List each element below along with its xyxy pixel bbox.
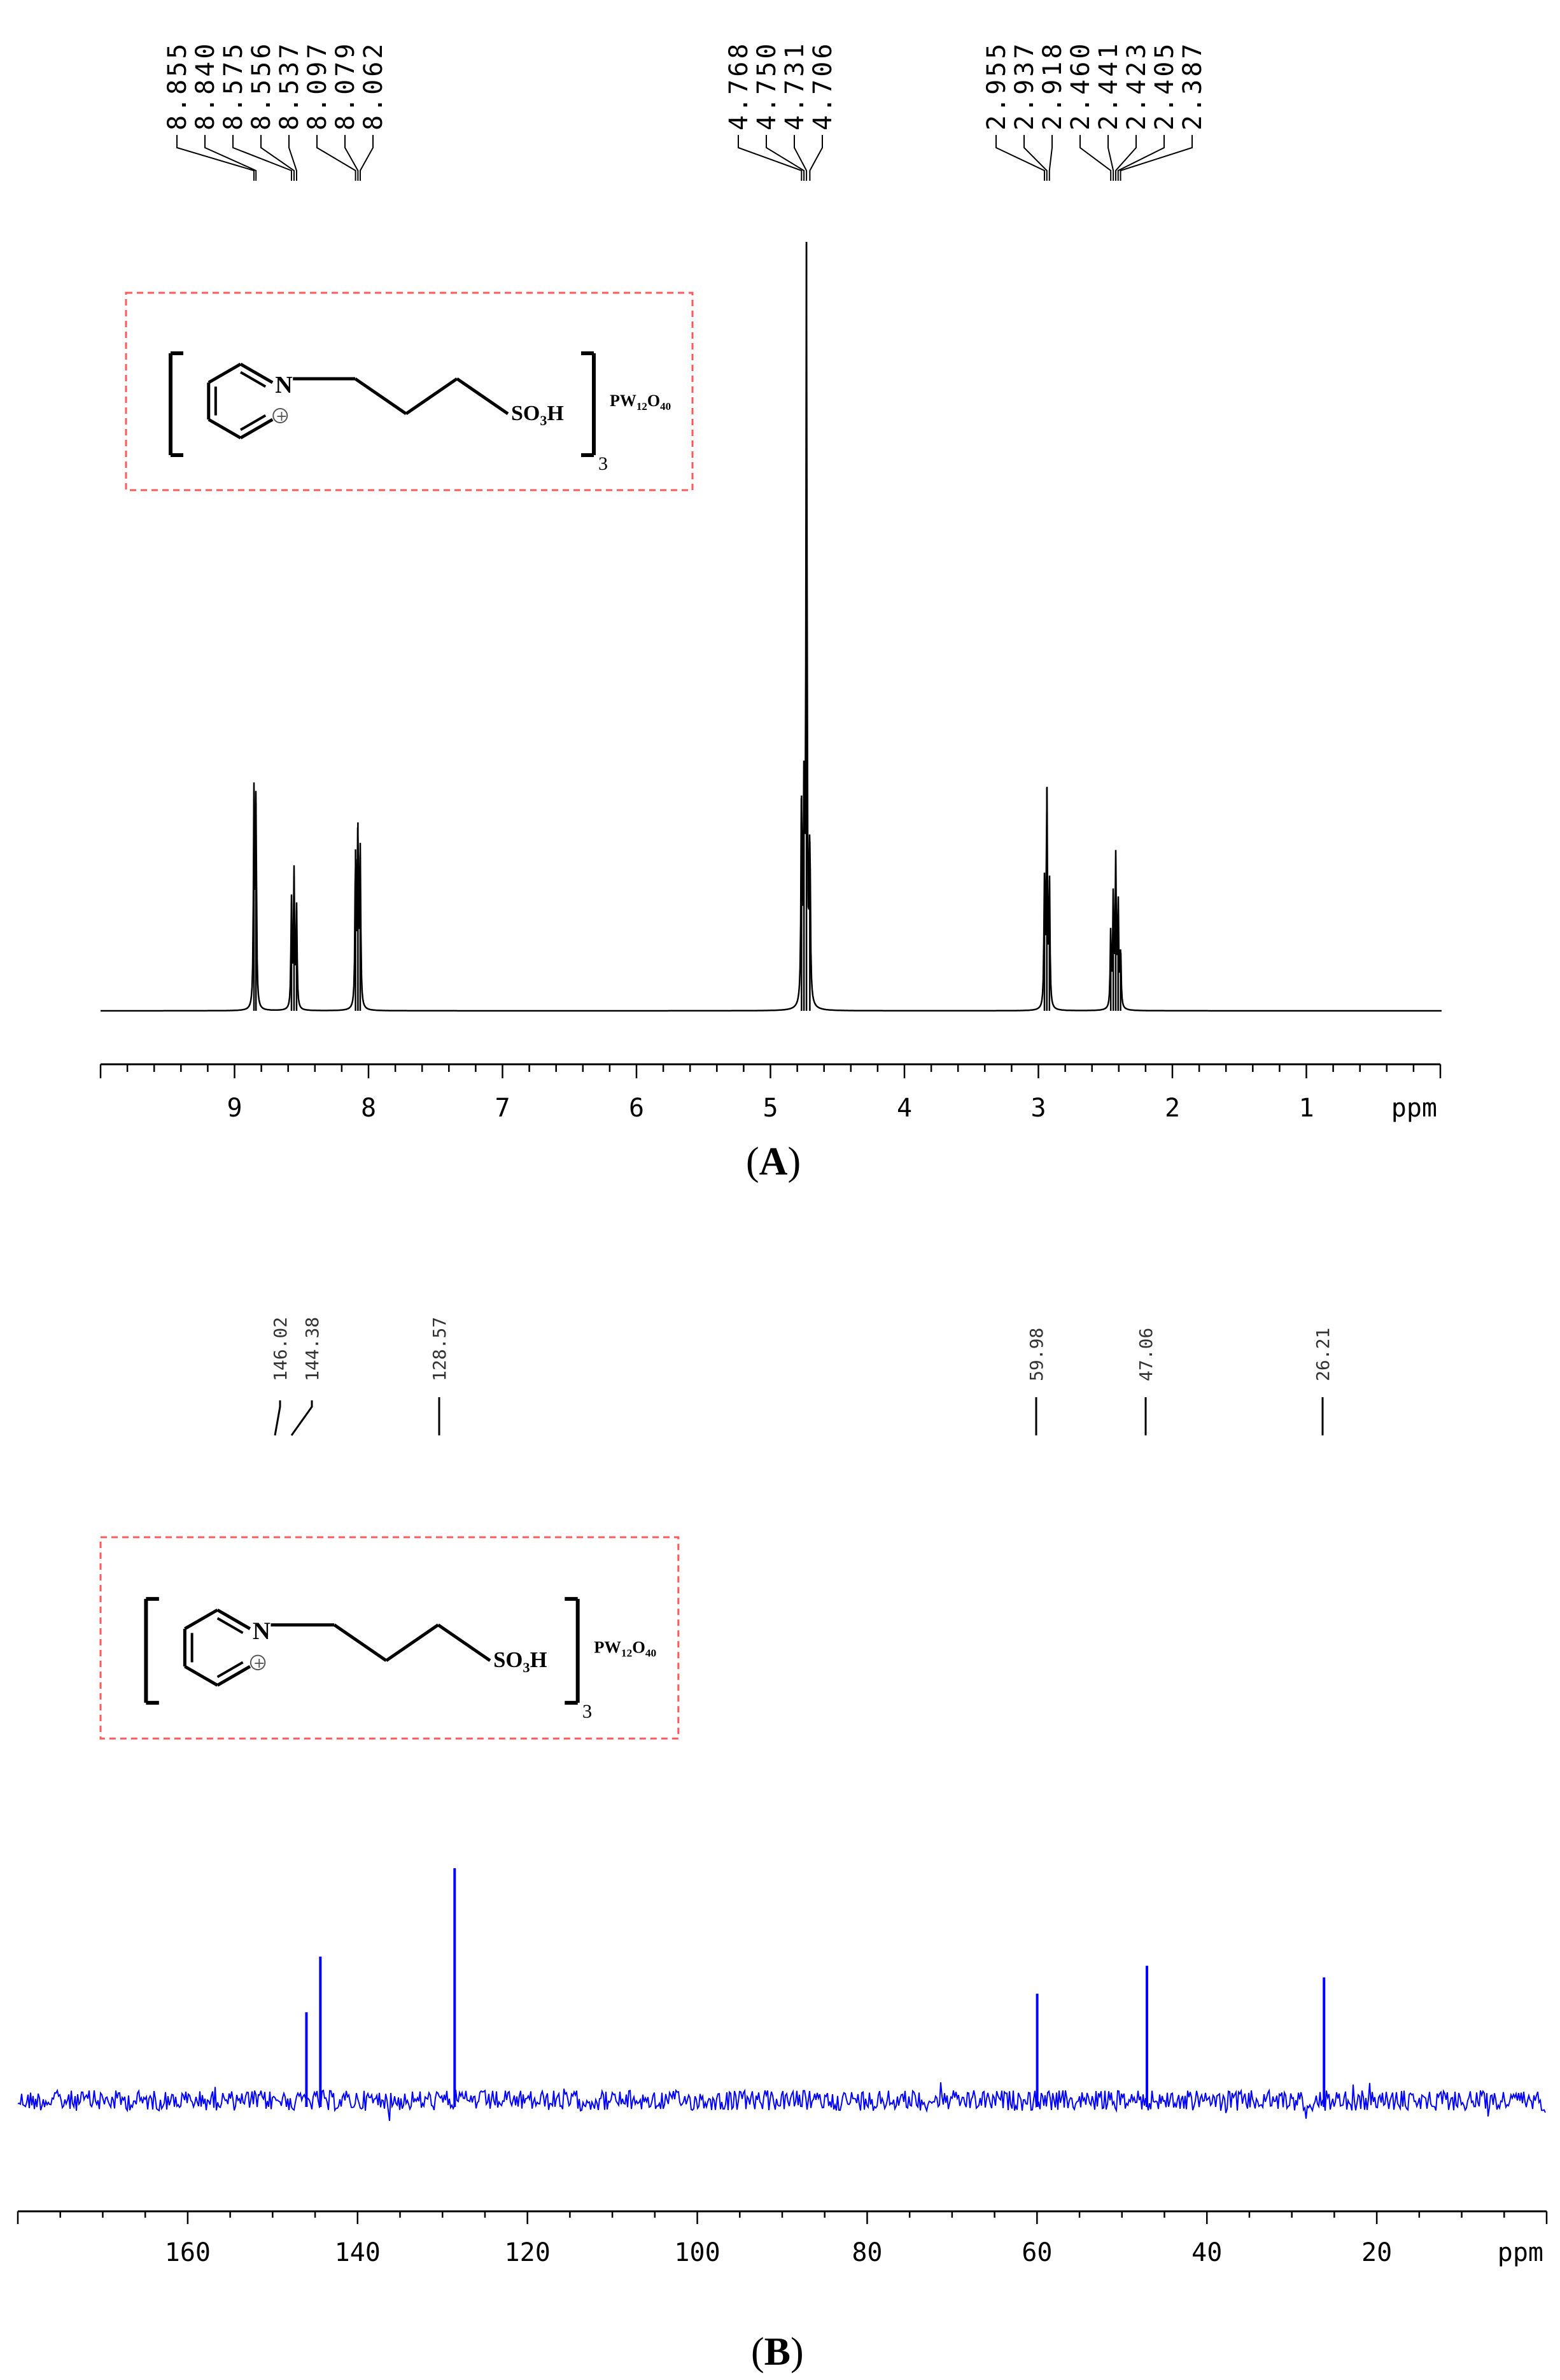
panel-b-label: (B) — [751, 2330, 804, 2375]
panel-b-tick-label-160: 160 — [165, 2238, 211, 2267]
panel-a-tick-label-2: 2 — [1165, 1094, 1180, 1123]
panel-a-leader-line — [995, 135, 1045, 181]
panel-a-leader-line — [738, 135, 803, 181]
panel-a-peak-label-8.537: 8.537 — [275, 41, 304, 130]
panel-a-leader-line — [232, 135, 292, 181]
panel-a-leader-line — [794, 135, 808, 181]
panel-a-label-open: ( — [746, 1140, 759, 1183]
panel-a-peak-label-4.768: 4.768 — [724, 41, 754, 130]
panel-a-peak-label-8.097: 8.097 — [303, 41, 332, 130]
panel-a-leader-line — [176, 135, 255, 181]
panel-a-peak-label-4.750: 4.750 — [752, 41, 782, 130]
panel-a-nitrogen-label: N — [275, 372, 292, 398]
panel-a-tick-label-8: 8 — [361, 1094, 376, 1123]
panel-a-peak-label-2.918: 2.918 — [1038, 41, 1067, 130]
panel-a-leader-line — [1107, 135, 1114, 181]
panel-b-label-close: ) — [791, 2330, 804, 2374]
panel-a-peak-label-8.855: 8.855 — [163, 41, 192, 130]
panel-a-leader-line — [1117, 135, 1165, 181]
panel-a-peak-label-2.387: 2.387 — [1178, 41, 1207, 130]
panel-a-peak-label-4.731: 4.731 — [780, 41, 810, 130]
panel-b-sulfonic-group: SO3H — [493, 1647, 547, 1675]
panel-a-tick-label-4: 4 — [897, 1094, 912, 1123]
panel-a-multiplier: 3 — [598, 453, 608, 474]
panel-a-tick-label-3: 3 — [1030, 1094, 1046, 1123]
panel-a-leader-line — [260, 135, 295, 181]
panel-a-tick-label-6: 6 — [629, 1094, 644, 1123]
panel-a-peak-label-2.955: 2.955 — [982, 41, 1011, 130]
panel-b-tick-label-140: 140 — [335, 2238, 381, 2267]
panel-a-label-close: ) — [787, 1140, 801, 1183]
panel-a-anion: PW12O40 — [610, 391, 671, 412]
panel-a-peak-label-8.575: 8.575 — [219, 41, 248, 130]
panel-a-leader-line — [1120, 135, 1193, 181]
panel-a-peak-label-8.840: 8.840 — [191, 41, 220, 130]
panel-a-1h-spectrum: 9 8 7 6 5 4 3 2 1 ppm8.8558.8408.5758.5568.5378.0… — [99, 41, 1442, 1123]
panel-a-leader-line — [1079, 135, 1112, 181]
panel-b-leader-line — [274, 1400, 281, 1436]
panel-b-13c-spectrum: 160 140 120 100 80 60 40 20 ppm 146.02 144.38 128.5… — [17, 1317, 1548, 2267]
panel-a-peak-label-2.405: 2.405 — [1150, 41, 1179, 130]
panel-a-charge-circle — [272, 408, 288, 423]
panel-a-peak-label-2.460: 2.460 — [1066, 41, 1095, 130]
panel-a-charge-symbol: + — [276, 409, 287, 425]
panel-a-peak-label-2.937: 2.937 — [1010, 41, 1039, 130]
panel-a-leader-line — [766, 135, 805, 181]
panel-b-charge-symbol: + — [253, 1655, 265, 1672]
panel-a-peak-label-2.423: 2.423 — [1122, 41, 1151, 130]
panel-b-label-open: ( — [751, 2330, 764, 2374]
panel-a-axis-unit: ppm — [1391, 1094, 1437, 1123]
panel-a-leader-line — [288, 135, 297, 181]
panel-a-label-letter: A — [759, 1140, 788, 1183]
panel-b-tick-label-100: 100 — [674, 2238, 720, 2267]
panel-b-charge-circle — [249, 1654, 266, 1671]
panel-a-tick-label-5: 5 — [762, 1094, 778, 1123]
panel-a-peak-label-8.556: 8.556 — [247, 41, 276, 130]
panel-a-tick-label-9: 9 — [227, 1094, 242, 1123]
panel-a-spectrum-trace — [101, 241, 1442, 1012]
panel-b-tick-label-20: 20 — [1361, 2238, 1392, 2267]
panel-a-leader-line — [1048, 135, 1053, 181]
panel-b-leader-line — [290, 1400, 313, 1436]
panel-b-tick-label-40: 40 — [1191, 2238, 1222, 2267]
panel-a-leader-line — [1114, 135, 1137, 181]
panel-b-anion: PW12O40 — [594, 1638, 656, 1659]
panel-a-leader-line — [316, 135, 356, 181]
panel-a-sulfonic-group: SO3H — [511, 402, 564, 428]
panel-b-baseline-noise — [17, 2082, 1546, 2122]
panel-a-leader-line — [809, 135, 823, 181]
panel-a-peak-label-8.062: 8.062 — [359, 41, 388, 130]
panel-a-leader-line — [1023, 135, 1048, 181]
panel-a-peak-label-4.706: 4.706 — [808, 41, 838, 130]
panel-b-axis-unit: ppm — [1498, 2238, 1543, 2267]
panel-a-peak-label-2.441: 2.441 — [1094, 41, 1123, 130]
panel-b-label-letter: B — [764, 2330, 791, 2374]
panel-b-multiplier: 3 — [582, 1701, 592, 1722]
panel-b-peak-label-144.38: 144.38 — [302, 1317, 323, 1381]
panel-a-label: (A) — [746, 1139, 801, 1185]
panel-a-peak-label-8.079: 8.079 — [331, 41, 360, 130]
panel-b-peak-label-47.06: 47.06 — [1135, 1328, 1156, 1381]
panel-b-nitrogen-label: N — [253, 1617, 271, 1645]
panel-b-tick-label-60: 60 — [1022, 2238, 1052, 2267]
panel-a-tick-label-7: 7 — [495, 1094, 510, 1123]
panel-a-leader-line — [344, 135, 359, 181]
panel-b-peak-label-128.57: 128.57 — [429, 1317, 450, 1381]
panel-b-tick-label-80: 80 — [852, 2238, 882, 2267]
panel-a-leader-line — [359, 135, 374, 181]
panel-b-peak-label-146.02: 146.02 — [270, 1317, 291, 1381]
panel-b-peak-label-59.98: 59.98 — [1026, 1328, 1047, 1381]
panel-a-leader-line — [204, 135, 257, 181]
panel-a-structure-box — [125, 292, 694, 491]
panel-b-tick-label-120: 120 — [505, 2238, 551, 2267]
panel-b-peak-label-26.21: 26.21 — [1312, 1328, 1333, 1381]
panel-a-tick-label-1: 1 — [1298, 1094, 1314, 1123]
